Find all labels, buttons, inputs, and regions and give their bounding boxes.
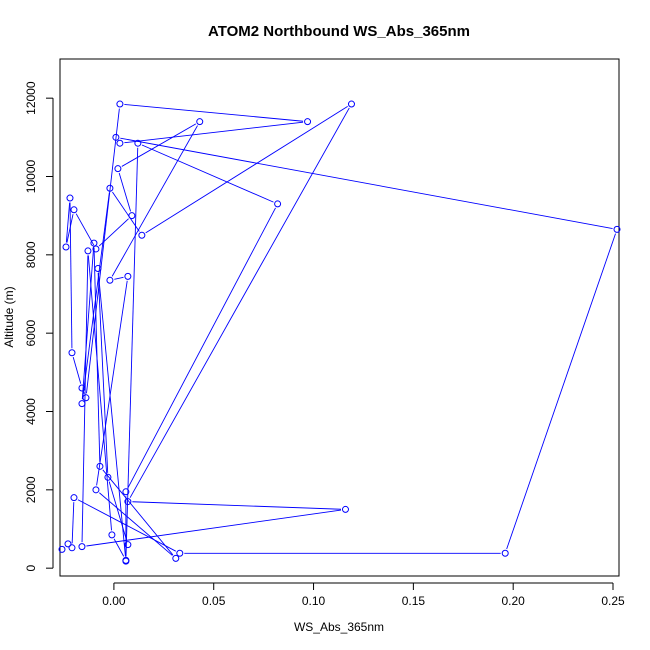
y-axis-label: Altitude (m) [2, 286, 16, 347]
data-point [501, 549, 509, 557]
data-point [64, 540, 72, 548]
series-segment [108, 481, 128, 541]
data-point [92, 486, 100, 494]
series-segment [86, 108, 120, 394]
data-point [82, 394, 90, 402]
series-segment [72, 356, 82, 384]
y-tick-label: 6000 [24, 319, 38, 346]
series-segment [506, 233, 616, 550]
series-segment [124, 104, 304, 122]
data-point [128, 212, 136, 220]
series-segment [141, 144, 274, 203]
x-tick-label: 0.00 [102, 594, 126, 608]
series-segment [124, 121, 304, 144]
series-segment [71, 502, 75, 544]
series-segment [99, 492, 173, 556]
data-series [58, 100, 621, 565]
data-point [613, 225, 621, 233]
series-segment [97, 272, 126, 557]
x-tick-label: 0.05 [202, 594, 226, 608]
y-tick-label: 4000 [24, 398, 38, 425]
x-axis-label: WS_Abs_365nm [294, 620, 384, 634]
y-tick-label: 8000 [24, 241, 38, 268]
series-segment [81, 255, 89, 543]
data-point [124, 272, 132, 280]
series-segment [132, 501, 342, 510]
series-segment [82, 192, 110, 400]
series-segment [87, 255, 112, 531]
data-point [68, 349, 76, 357]
series-segment [102, 469, 174, 556]
data-point [114, 165, 122, 173]
data-point [62, 243, 70, 251]
data-point [274, 200, 282, 208]
series-segment [81, 247, 95, 400]
series-segment [111, 125, 198, 277]
data-point [134, 139, 142, 147]
x-tick-label: 0.20 [502, 594, 526, 608]
data-point [84, 247, 92, 255]
x-tick-label: 0.10 [302, 594, 326, 608]
series-segment [113, 538, 125, 557]
data-point [108, 531, 116, 539]
x-axis: 0.00 0.05 0.10 0.15 0.20 0.25 [102, 582, 625, 608]
data-point [78, 384, 86, 392]
data-point [124, 541, 132, 549]
series-segment [98, 218, 129, 247]
data-point [78, 400, 86, 408]
data-point [106, 184, 114, 192]
data-point [70, 494, 78, 502]
data-point [112, 133, 120, 141]
series-segment [65, 202, 71, 243]
data-point [68, 544, 76, 552]
y-axis: 0 2000 4000 6000 8000 10000 12000 [24, 81, 54, 572]
data-point [104, 473, 112, 481]
data-point [96, 462, 104, 470]
data-point [70, 206, 78, 214]
y-tick-label: 12000 [24, 81, 38, 115]
data-point [196, 118, 204, 126]
y-tick-label: 2000 [24, 476, 38, 503]
chart-title: ATOM2 Northbound WS_Abs_365nm [208, 23, 470, 40]
data-point [66, 194, 74, 202]
data-point [58, 545, 66, 553]
series-segment [127, 207, 276, 489]
data-point [78, 543, 86, 551]
series-segment [145, 106, 348, 234]
data-point [341, 505, 349, 513]
series-segment [114, 276, 124, 280]
series-segment [86, 509, 342, 547]
series-segment [112, 191, 140, 232]
series-segment [121, 123, 197, 167]
x-tick-label: 0.15 [402, 594, 426, 608]
data-point [124, 498, 132, 506]
y-tick-label: 10000 [24, 159, 38, 193]
data-point [116, 139, 124, 147]
x-tick-label: 0.25 [601, 594, 625, 608]
data-point [90, 239, 98, 247]
series-segment [66, 214, 74, 243]
series-segment [96, 280, 128, 486]
data-point [116, 100, 124, 108]
series-segment [129, 107, 350, 498]
data-point [106, 276, 114, 284]
series-segment [120, 137, 613, 230]
y-tick-label: 0 [24, 565, 38, 572]
data-point [122, 557, 130, 565]
plot-frame [59, 58, 620, 577]
data-point [304, 118, 312, 126]
data-point [92, 245, 100, 253]
series-segment [118, 172, 132, 212]
series-segment [75, 213, 95, 246]
data-point [172, 554, 180, 562]
data-point [138, 231, 146, 239]
data-point [122, 488, 130, 496]
data-point [94, 265, 102, 273]
series-segment [97, 273, 109, 473]
series-segment [125, 147, 139, 557]
data-point [347, 100, 355, 108]
data-point [176, 549, 184, 557]
